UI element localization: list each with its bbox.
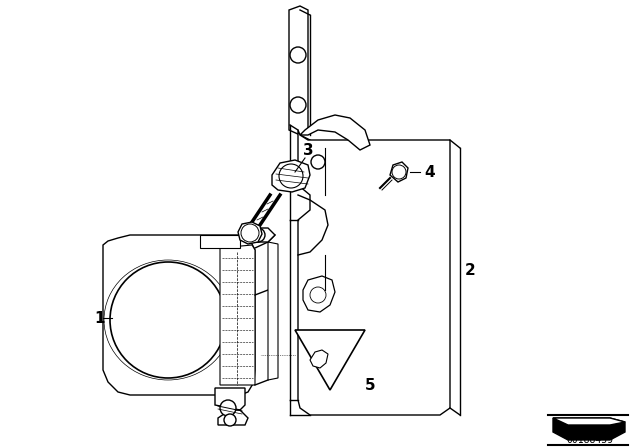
Circle shape bbox=[220, 400, 236, 416]
Circle shape bbox=[241, 224, 259, 242]
Polygon shape bbox=[220, 245, 255, 385]
Text: 00188459: 00188459 bbox=[566, 435, 614, 445]
Circle shape bbox=[290, 97, 306, 113]
Polygon shape bbox=[103, 235, 255, 395]
Polygon shape bbox=[218, 410, 248, 425]
Circle shape bbox=[311, 155, 325, 169]
Text: 5: 5 bbox=[365, 378, 375, 392]
Polygon shape bbox=[238, 222, 262, 244]
Polygon shape bbox=[215, 388, 245, 410]
Text: 1: 1 bbox=[95, 310, 105, 326]
Polygon shape bbox=[272, 160, 310, 192]
Polygon shape bbox=[553, 418, 625, 440]
Polygon shape bbox=[295, 330, 365, 390]
Polygon shape bbox=[289, 6, 308, 135]
Circle shape bbox=[110, 262, 226, 378]
Circle shape bbox=[310, 287, 326, 303]
Circle shape bbox=[251, 228, 265, 242]
Text: 3: 3 bbox=[303, 142, 314, 158]
Text: 2: 2 bbox=[465, 263, 476, 277]
Polygon shape bbox=[390, 162, 408, 182]
Circle shape bbox=[392, 165, 406, 179]
Polygon shape bbox=[298, 130, 450, 415]
Circle shape bbox=[279, 164, 303, 188]
Polygon shape bbox=[300, 115, 370, 150]
Polygon shape bbox=[268, 242, 278, 380]
Polygon shape bbox=[310, 350, 328, 368]
Polygon shape bbox=[240, 228, 275, 242]
Circle shape bbox=[224, 414, 236, 426]
Circle shape bbox=[290, 47, 306, 63]
Polygon shape bbox=[200, 235, 240, 248]
Polygon shape bbox=[553, 418, 625, 425]
Text: 4: 4 bbox=[425, 164, 435, 180]
Polygon shape bbox=[303, 276, 335, 312]
